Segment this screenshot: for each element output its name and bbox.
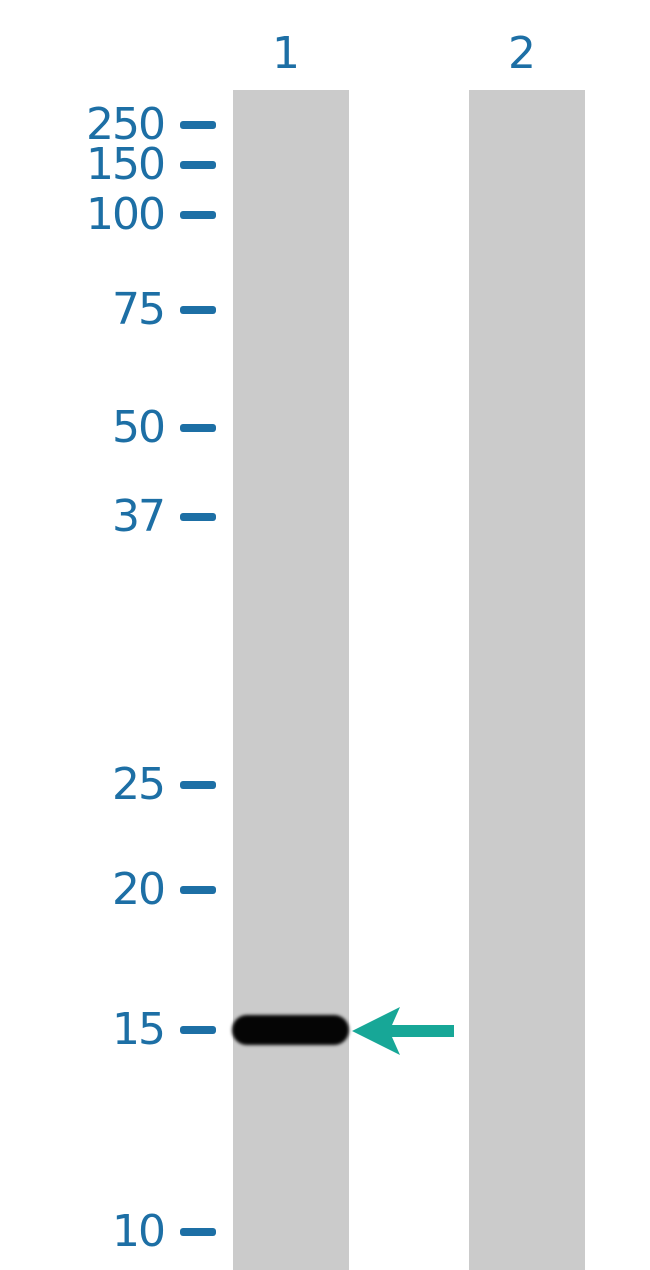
protein-band (232, 1015, 349, 1045)
marker-label: 20 (112, 864, 166, 915)
marker-tick (180, 513, 216, 521)
marker-tick (180, 211, 216, 219)
marker-tick (180, 424, 216, 432)
marker-tick (180, 781, 216, 789)
lane-2-label: 2 (508, 28, 536, 79)
marker-label: 250 (86, 99, 166, 150)
marker-250: 250 (0, 100, 216, 150)
marker-tick (180, 306, 216, 314)
marker-20: 20 (0, 865, 216, 915)
arrow-left-icon (352, 1007, 454, 1055)
marker-label: 100 (86, 189, 166, 240)
marker-label: 15 (112, 1004, 166, 1055)
marker-50: 50 (0, 403, 216, 453)
marker-75: 75 (0, 285, 216, 335)
marker-label: 25 (112, 759, 166, 810)
marker-37: 37 (0, 492, 216, 542)
marker-tick (180, 1026, 216, 1034)
marker-label: 50 (112, 402, 166, 453)
marker-150: 150 (0, 140, 216, 190)
marker-tick (180, 1228, 216, 1236)
marker-tick (180, 886, 216, 894)
marker-15: 15 (0, 1005, 216, 1055)
lane-2 (469, 90, 585, 1270)
marker-10: 10 (0, 1207, 216, 1257)
marker-label: 150 (86, 139, 166, 190)
marker-tick (180, 161, 216, 169)
marker-label: 37 (112, 491, 166, 542)
lane-1 (233, 90, 349, 1270)
marker-25: 25 (0, 760, 216, 810)
lane-1-label: 1 (272, 28, 300, 79)
marker-100: 100 (0, 190, 216, 240)
marker-label: 75 (112, 284, 166, 335)
marker-label: 10 (112, 1206, 166, 1257)
marker-tick (180, 121, 216, 129)
